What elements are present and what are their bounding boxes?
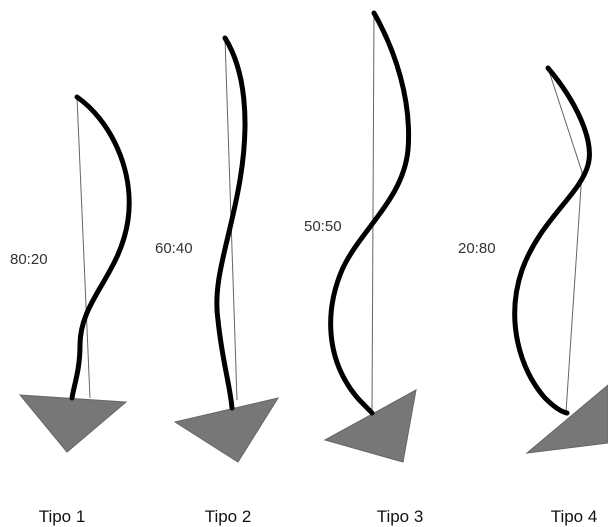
figure: 20:80 Tipo 4 (458, 68, 608, 526)
type-label: Tipo 3 (377, 507, 424, 526)
type-label: Tipo 2 (205, 507, 252, 526)
triangle (325, 390, 416, 462)
plumb-line (548, 68, 582, 412)
figure: 80:20 Tipo 1 (10, 97, 129, 526)
triangle (175, 398, 278, 462)
curve (217, 38, 245, 408)
type-label: Tipo 4 (551, 507, 598, 526)
ratio: 20:80 (458, 240, 496, 257)
ratio: 60:40 (155, 240, 193, 257)
curve (331, 13, 409, 413)
type-label: Tipo 1 (39, 507, 86, 526)
curve (72, 97, 129, 398)
figure: 50:50 Tipo 3 (304, 13, 423, 526)
curve (515, 68, 590, 413)
ratio: 80:20 (10, 251, 48, 268)
triangle (20, 395, 126, 452)
plumb-line (372, 13, 374, 413)
diagram: 80:20 Tipo 1 60:40 Tipo 2 50:50 Tipo 3 2… (0, 0, 608, 527)
ratio: 50:50 (304, 218, 342, 235)
figure: 60:40 Tipo 2 (155, 38, 278, 526)
